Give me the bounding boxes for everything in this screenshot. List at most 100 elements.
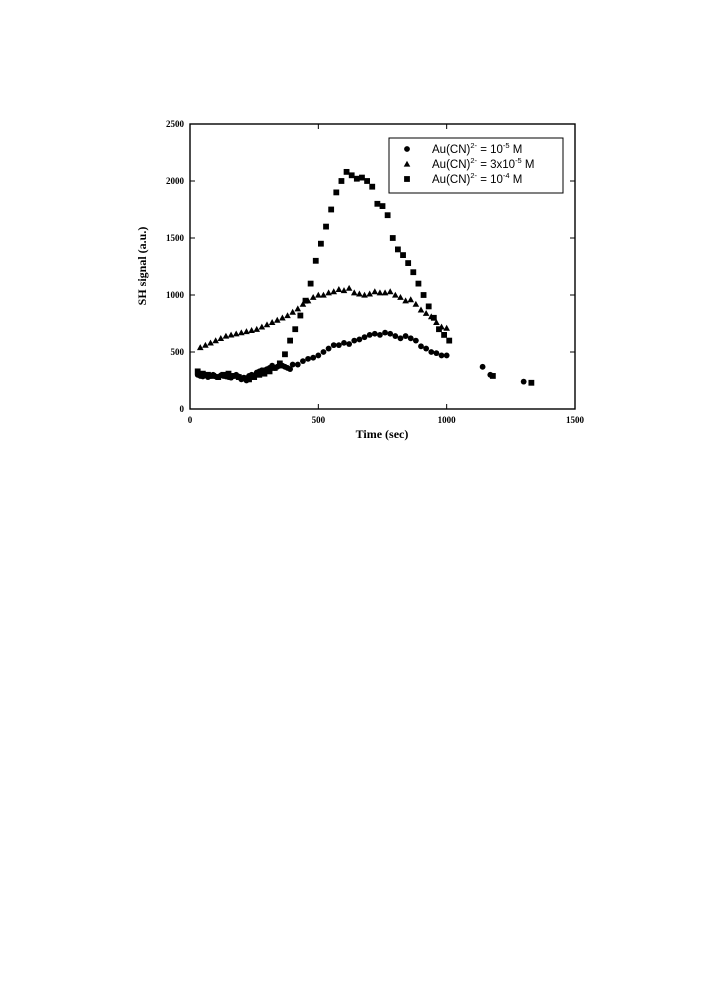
y-axis-label: SH signal (a.u.)	[135, 227, 149, 306]
data-points	[194, 168, 535, 386]
series-3-point	[430, 314, 437, 321]
axis-ticks: 0 500 1000 1500 0 500 1000 1500 2000 2500	[166, 119, 585, 425]
series-2-point	[222, 332, 230, 339]
series-1-point	[371, 330, 378, 337]
series-1-point	[356, 336, 363, 343]
series-2-point	[340, 287, 348, 294]
series-1-point	[438, 352, 445, 359]
series-3-point	[230, 373, 237, 379]
series-2-point	[299, 300, 307, 307]
series-3-point	[343, 168, 350, 175]
series-1-point	[289, 361, 296, 368]
series-3-point	[446, 337, 453, 344]
series-1-point	[402, 333, 409, 339]
series-3-point	[441, 332, 447, 338]
series-3-point	[359, 174, 365, 181]
series-1-point	[351, 337, 358, 344]
series-3-point	[353, 175, 360, 182]
series-3-point	[338, 178, 345, 184]
series-1-point	[520, 378, 527, 385]
series-2-point	[361, 291, 368, 298]
series-3-point	[425, 303, 432, 310]
series-3-point	[210, 373, 216, 379]
legend-label-series-2: Au(CN)2- = 3x10-5 M	[432, 156, 535, 171]
series-3-point	[271, 365, 278, 371]
series-2-point	[422, 309, 430, 316]
series-1-point	[341, 339, 347, 346]
series-2-point	[412, 300, 420, 307]
series-1-point	[428, 349, 435, 355]
x-tick-label: 500	[312, 415, 326, 425]
series-3-point	[369, 183, 376, 190]
series-1-point	[287, 366, 293, 372]
series-3-point	[302, 297, 309, 304]
series-2-point	[335, 286, 343, 292]
series-3-point	[246, 376, 252, 383]
series-1-point	[361, 334, 368, 341]
series-2-point	[263, 321, 271, 328]
series-3-point	[489, 373, 496, 379]
series-3-point	[364, 178, 370, 184]
series-1-point	[330, 342, 337, 349]
legend: Au(CN)2- = 10-5 MAu(CN)2- = 3x10-5 MAu(C…	[388, 137, 564, 194]
series-2-point	[279, 314, 286, 321]
series-3-point	[287, 337, 293, 344]
series-1-point	[305, 355, 311, 362]
y-tick-label: 2000	[166, 176, 185, 186]
series-3-point	[323, 223, 329, 230]
series-1-point	[412, 337, 419, 344]
series-3-point	[348, 172, 355, 179]
series-1-point	[382, 329, 388, 336]
series-3-point	[220, 371, 227, 378]
series-2-point	[243, 328, 250, 335]
y-tick-label: 500	[171, 347, 185, 357]
series-3-point	[215, 374, 222, 380]
series-3-point	[384, 212, 391, 219]
y-tick-label: 1000	[166, 290, 185, 300]
series-2-point	[289, 308, 296, 315]
series-2-point	[350, 289, 358, 296]
series-3-point	[225, 370, 232, 377]
series-2-point	[376, 289, 384, 296]
series-1-point	[433, 350, 440, 357]
x-tick-label: 1500	[566, 415, 585, 425]
series-2-point	[315, 291, 322, 298]
series-3-point	[318, 240, 324, 247]
series-2-point	[217, 335, 225, 341]
legend-box	[388, 137, 564, 194]
series-2-point	[407, 296, 415, 303]
series-3-point	[374, 200, 381, 207]
series-2-point	[330, 288, 338, 295]
series-2-point	[320, 291, 327, 298]
plot-area-frame	[189, 123, 576, 410]
series-2-point	[433, 319, 440, 325]
series-1-point	[392, 333, 399, 339]
series-3-point	[389, 235, 396, 241]
series-2-point	[371, 288, 379, 295]
series-3-point	[261, 370, 268, 377]
series-2-point	[248, 327, 255, 333]
series-1-point	[366, 332, 373, 338]
series-3-point	[282, 351, 288, 358]
series-1-point	[443, 352, 450, 359]
series-1-point	[310, 354, 317, 361]
x-axis-label: Time (sec)	[356, 427, 409, 441]
series-3-point	[333, 189, 340, 196]
series-2-point	[397, 293, 404, 300]
series-3-point	[205, 371, 211, 378]
series-1-point	[397, 335, 404, 342]
series-3-point	[379, 203, 386, 209]
series-2-point	[356, 290, 363, 297]
series-3-point	[266, 368, 273, 375]
series-2-point	[417, 306, 425, 313]
series-3-point	[528, 379, 535, 386]
series-2-point	[366, 290, 373, 297]
legend-marker-circle	[404, 146, 410, 152]
series-1-point	[300, 358, 306, 365]
series-1-point	[294, 361, 301, 368]
series-2-point	[386, 288, 394, 295]
series-1-point	[423, 345, 430, 352]
legend-marker-square	[404, 176, 410, 182]
